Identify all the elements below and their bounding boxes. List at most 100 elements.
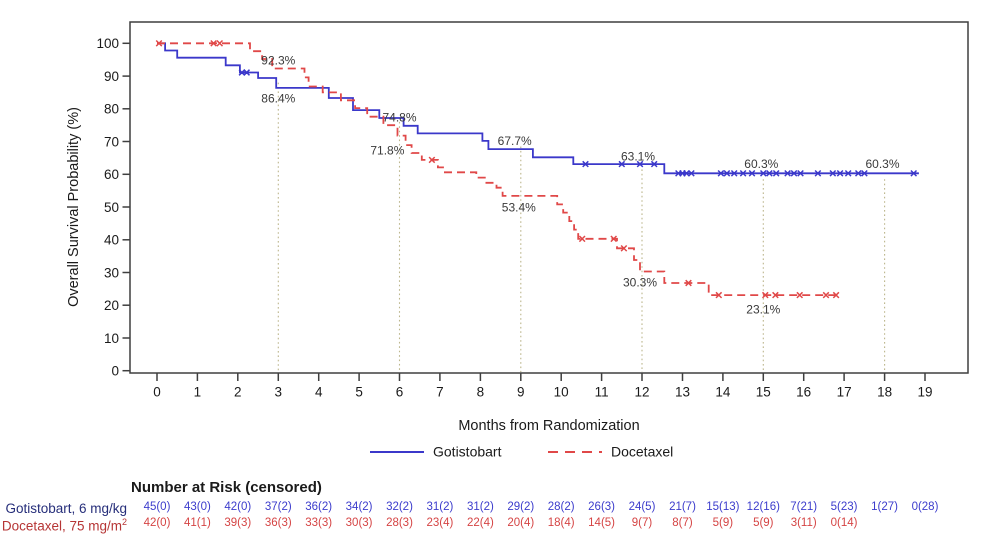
annotations: 92.3% 86.4% 74.8% 71.8% 67.7% 53.4% 63.1% 30.3%… bbox=[261, 54, 900, 317]
risk-value: 23(4) bbox=[426, 516, 454, 529]
x-tick-label: 2 bbox=[234, 385, 242, 400]
y-axis-title: Overall Survival Probability (%) bbox=[66, 107, 82, 307]
annotation-label: 60.3% bbox=[744, 157, 778, 171]
risk-value: 3(11) bbox=[790, 516, 817, 529]
risk-value: 0(28) bbox=[911, 501, 939, 513]
risk-value: 37(2) bbox=[264, 501, 292, 513]
y-tick-label: 70 bbox=[104, 134, 119, 149]
annotation-label: 23.1% bbox=[746, 303, 780, 317]
risk-value: 33(3) bbox=[305, 516, 333, 529]
series-group bbox=[155, 39, 919, 299]
x-tick-label: 6 bbox=[396, 385, 404, 400]
risk-value: 28(3) bbox=[386, 516, 413, 529]
risk-table-title: Number at Risk (censored) bbox=[131, 479, 322, 496]
y-tick-label: 90 bbox=[104, 69, 119, 84]
x-tick-label: 1 bbox=[194, 385, 202, 400]
risk-value: 36(2) bbox=[305, 501, 333, 513]
risk-value: 15(13) bbox=[706, 501, 740, 513]
x-axis: 0 1 2 3 4 5 6 7 8 9 10 11 12 13 14 15 16 17 18 19 bbox=[153, 373, 933, 400]
x-tick-label: 14 bbox=[715, 385, 731, 400]
risk-value: 7(21) bbox=[790, 501, 818, 513]
survival-curve-gotistobart bbox=[161, 42, 919, 175]
x-tick-label: 8 bbox=[477, 385, 485, 400]
risk-value: 12(16) bbox=[746, 501, 780, 513]
risk-value: 45(0) bbox=[143, 501, 171, 513]
x-tick-label: 16 bbox=[796, 385, 811, 400]
legend-item-gotistobart: Gotistobart bbox=[370, 444, 502, 460]
risk-value: 24(5) bbox=[628, 501, 656, 513]
x-tick-label: 15 bbox=[756, 385, 771, 400]
x-tick-label: 5 bbox=[355, 385, 363, 400]
y-tick-label: 0 bbox=[111, 364, 119, 379]
survival-curve-docetaxel bbox=[157, 42, 839, 296]
x-tick-label: 10 bbox=[554, 385, 569, 400]
risk-value: 36(3) bbox=[264, 516, 292, 529]
annotation-label: 30.3% bbox=[623, 276, 657, 290]
y-tick-label: 60 bbox=[104, 167, 119, 182]
x-tick-label: 9 bbox=[517, 385, 525, 400]
x-tick-label: 17 bbox=[837, 385, 852, 400]
risk-value: 31(2) bbox=[466, 501, 494, 513]
y-tick-label: 100 bbox=[96, 36, 119, 51]
x-tick-label: 3 bbox=[275, 385, 283, 400]
risk-value: 30(3) bbox=[345, 516, 373, 529]
x-tick-label: 12 bbox=[634, 385, 649, 400]
annotation-label: 71.8% bbox=[370, 143, 404, 157]
risk-value: 18(4) bbox=[547, 516, 575, 529]
legend-item-docetaxel: Docetaxel bbox=[548, 444, 673, 460]
legend-label: Gotistobart bbox=[433, 444, 502, 460]
annotation-label: 53.4% bbox=[502, 200, 536, 214]
risk-value: 22(4) bbox=[466, 516, 494, 529]
x-tick-label: 0 bbox=[153, 385, 161, 400]
annotation-label: 86.4% bbox=[261, 91, 295, 105]
risk-value: 21(7) bbox=[669, 501, 696, 513]
risk-value: 43(0) bbox=[183, 501, 211, 513]
plot-frame bbox=[129, 21, 969, 374]
risk-row-label-sup: 2 bbox=[121, 516, 127, 527]
frame-rect bbox=[129, 21, 969, 374]
risk-value: 0(14) bbox=[830, 516, 858, 529]
y-tick-label: 40 bbox=[104, 233, 119, 248]
legend: Gotistobart Docetaxel bbox=[370, 444, 673, 460]
censor-marks-gotistobart bbox=[238, 69, 918, 177]
risk-value: 8(7) bbox=[672, 516, 693, 529]
gridlines bbox=[277, 82, 886, 372]
risk-value: 1(27) bbox=[871, 501, 899, 513]
risk-row-label: Docetaxel, 75 mg/m2 bbox=[1, 516, 127, 534]
legend-label: Docetaxel bbox=[611, 444, 673, 460]
x-axis-title: Months from Randomization bbox=[458, 418, 639, 434]
censor-marks-docetaxel bbox=[155, 39, 840, 299]
y-tick-label: 10 bbox=[104, 331, 119, 346]
risk-value: 31(2) bbox=[426, 501, 454, 513]
risk-value: 5(9) bbox=[712, 516, 734, 529]
risk-value: 20(4) bbox=[507, 516, 535, 529]
risk-value: 32(2) bbox=[386, 501, 413, 513]
risk-value: 26(3) bbox=[588, 501, 616, 513]
risk-value: 42(0) bbox=[143, 516, 171, 529]
risk-value: 39(3) bbox=[224, 516, 252, 529]
annotation-label: 63.1% bbox=[621, 149, 655, 163]
annotation-label: 92.3% bbox=[261, 54, 295, 68]
x-tick-label: 7 bbox=[436, 385, 444, 400]
y-tick-label: 50 bbox=[104, 200, 119, 215]
risk-value: 14(5) bbox=[588, 516, 616, 529]
risk-value: 28(2) bbox=[547, 501, 575, 513]
annotation-label: 74.8% bbox=[382, 110, 416, 124]
risk-value: 42(0) bbox=[224, 501, 252, 513]
annotation-label: 67.7% bbox=[498, 134, 532, 148]
y-tick-label: 80 bbox=[104, 102, 119, 117]
x-tick-label: 19 bbox=[917, 385, 932, 400]
y-tick-label: 20 bbox=[104, 298, 119, 313]
y-axis: 0 10 20 30 40 50 60 70 80 90 100 bbox=[96, 36, 130, 379]
risk-value: 5(9) bbox=[753, 516, 774, 529]
risk-row-label: Gotistobart, 6 mg/kg bbox=[5, 501, 127, 516]
risk-value: 41(1) bbox=[183, 516, 211, 529]
x-tick-label: 13 bbox=[675, 385, 690, 400]
risk-value: 34(2) bbox=[345, 501, 373, 513]
x-tick-label: 4 bbox=[315, 385, 323, 400]
annotation-label: 60.3% bbox=[865, 157, 899, 171]
x-tick-label: 18 bbox=[877, 385, 892, 400]
